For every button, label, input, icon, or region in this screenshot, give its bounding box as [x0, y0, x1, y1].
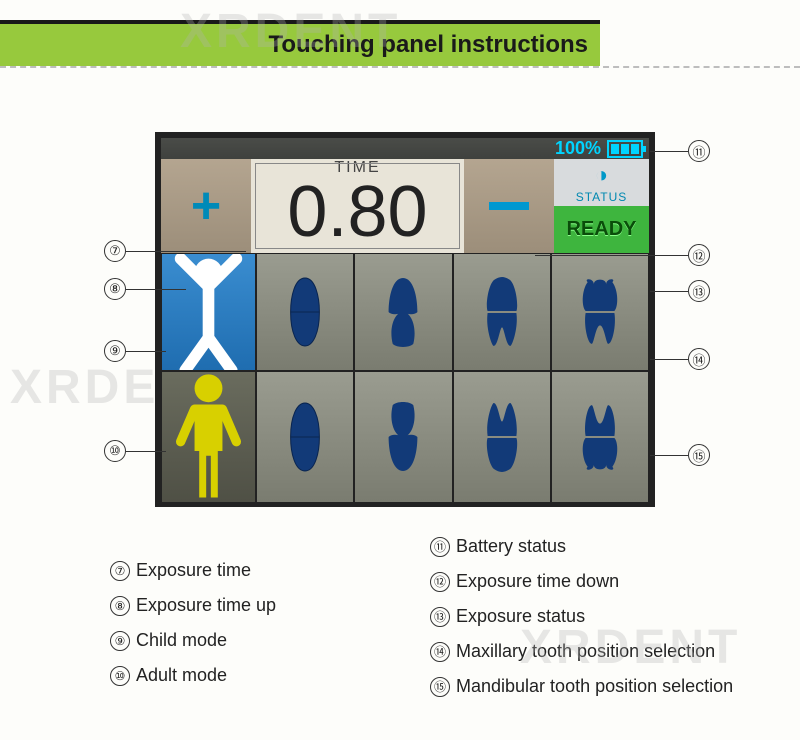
legend-12-num: ⑫ [430, 572, 450, 592]
legend-14: Maxillary tooth position selection [456, 641, 715, 662]
page-title: Touching panel instructions [268, 31, 588, 59]
battery-icon [607, 140, 643, 158]
legend-10: Adult mode [136, 665, 227, 686]
ready-indicator: READY [554, 206, 649, 253]
legend-12: Exposure time down [456, 571, 619, 592]
exposure-time-down-button[interactable] [464, 159, 554, 253]
tooth-maxillary-incisor[interactable] [256, 253, 354, 371]
callout-9: ⑨ [104, 340, 126, 362]
time-value: 0.80 [287, 171, 427, 253]
callout-10: ⑩ [104, 440, 126, 462]
callout-12: ⑫ [688, 244, 710, 266]
legend-13: Exposure status [456, 606, 585, 627]
legend-9-num: ⑨ [110, 631, 130, 651]
legend-11-num: ⑪ [430, 537, 450, 557]
callout-7: ⑦ [104, 240, 126, 262]
touch-panel: 100% + TIME 0.80 ◑ STATUS READY [155, 132, 655, 507]
legend-9: Child mode [136, 630, 227, 651]
tooth-maxillary-molar[interactable] [551, 253, 649, 371]
legend-7-num: ⑦ [110, 561, 130, 581]
legend-11: Battery status [456, 536, 566, 557]
callout-14: ⑭ [688, 348, 710, 370]
callout-15: ⑮ [688, 444, 710, 466]
legend-15: Mandibular tooth position selection [456, 676, 733, 697]
bulb-icon: ◑ [595, 162, 608, 188]
legend-8: Exposure time up [136, 595, 276, 616]
child-mode-button[interactable] [161, 253, 256, 371]
exposure-time-display: TIME 0.80 [251, 159, 464, 253]
legend-7: Exposure time [136, 560, 251, 581]
callout-11: ⑪ [688, 140, 710, 162]
tooth-mandibular-canine[interactable] [354, 371, 452, 503]
child-icon [162, 254, 255, 370]
divider [0, 66, 800, 68]
tooth-maxillary-canine[interactable] [354, 253, 452, 371]
legend-14-num: ⑭ [430, 642, 450, 662]
legend-15-num: ⑮ [430, 677, 450, 697]
tooth-mandibular-molar[interactable] [551, 371, 649, 503]
callout-8: ⑧ [104, 278, 126, 300]
header-bar: Touching panel instructions [0, 24, 600, 66]
legend: ⑦ Exposure time ⑧ Exposure time up ⑨ Child … [110, 560, 750, 697]
tooth-maxillary-premolar[interactable] [453, 253, 551, 371]
legend-10-num: ⑩ [110, 666, 130, 686]
status-label: STATUS [576, 190, 628, 204]
status-bar: 100% [161, 138, 649, 159]
callout-13: ⑬ [688, 280, 710, 302]
battery-percentage: 100% [555, 138, 601, 159]
adult-mode-button[interactable] [161, 371, 256, 503]
exposure-time-up-button[interactable]: + [161, 159, 251, 253]
tooth-mandibular-incisor[interactable] [256, 371, 354, 503]
legend-8-num: ⑧ [110, 596, 130, 616]
adult-icon [162, 372, 255, 502]
tooth-mandibular-premolar[interactable] [453, 371, 551, 503]
legend-13-num: ⑬ [430, 607, 450, 627]
status-button[interactable]: ◑ STATUS [554, 159, 649, 206]
